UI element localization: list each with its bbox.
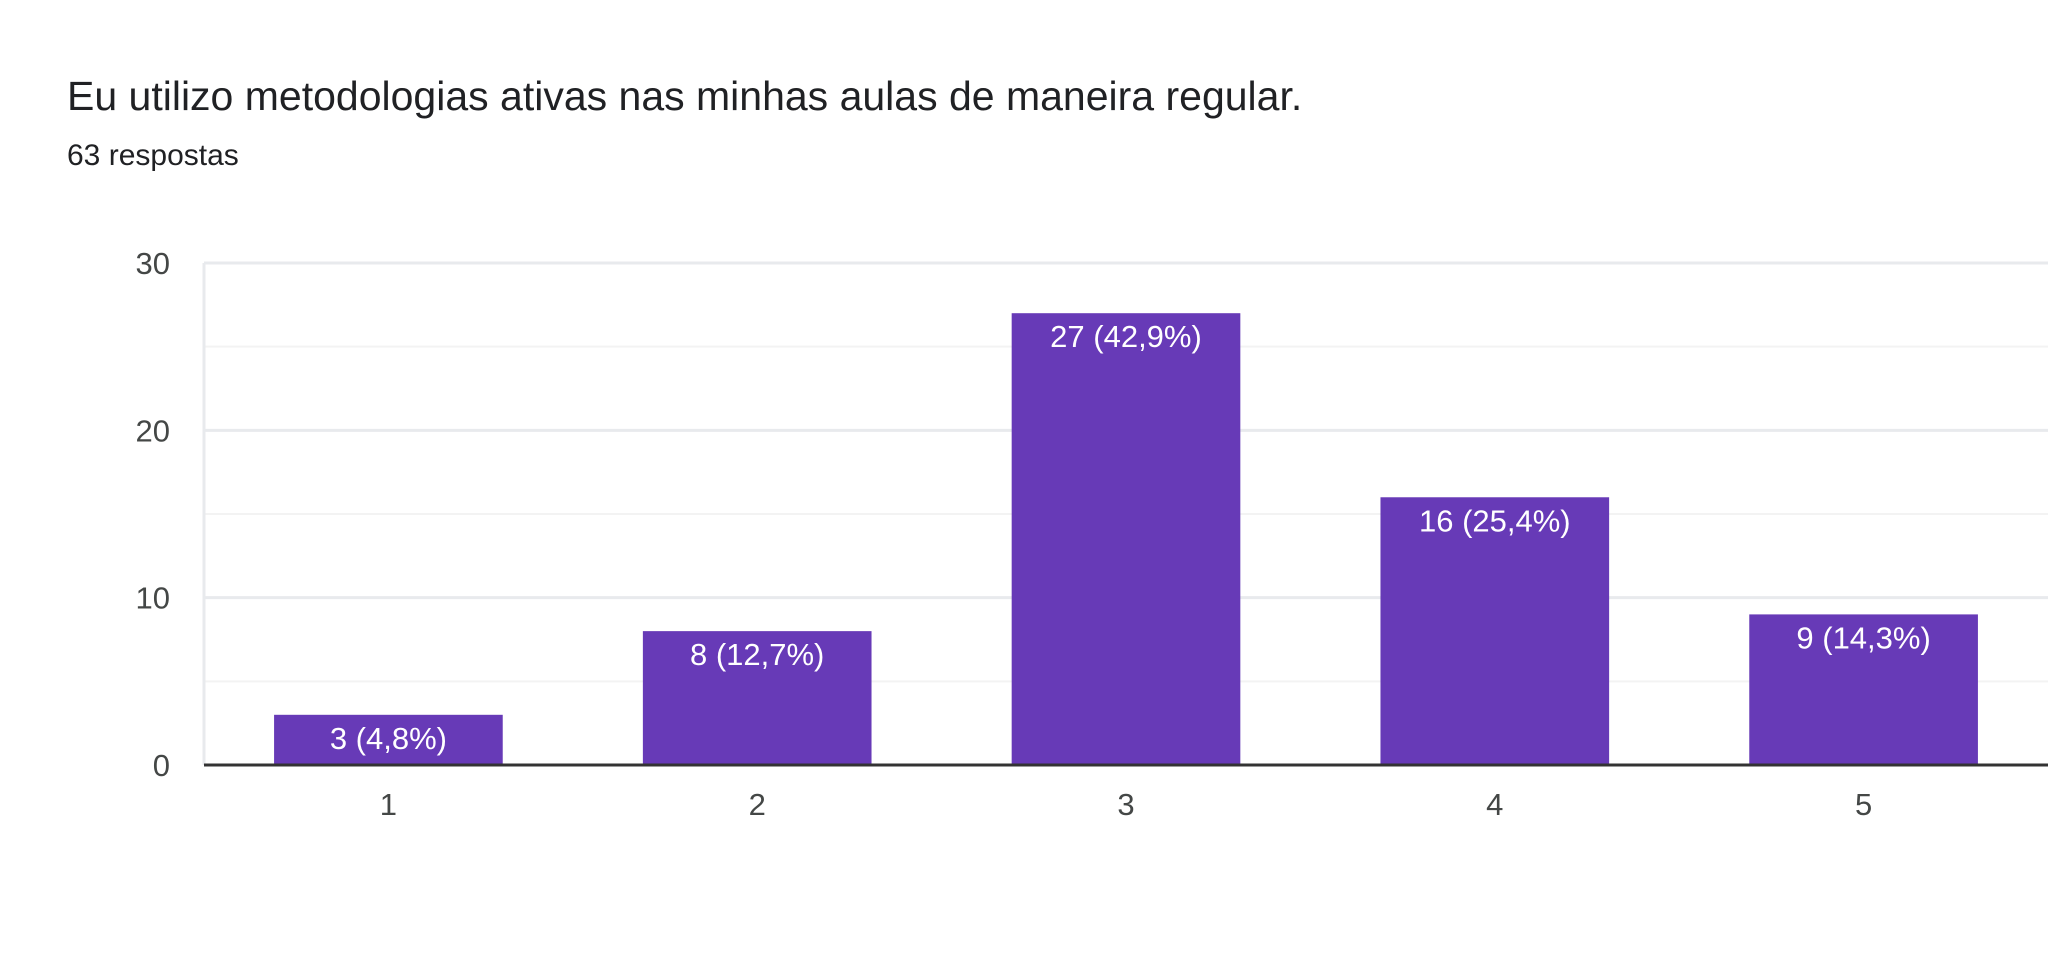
y-tick-label: 0 xyxy=(153,748,170,783)
bar-value-label: 3 (4,8%) xyxy=(330,721,447,756)
y-tick-label: 20 xyxy=(136,413,170,448)
y-tick-label: 10 xyxy=(136,581,170,616)
data-labels: 3 (4,8%) 8 (12,7%) 27 (42,9%) 16 (25,4%) 9 (… xyxy=(330,319,1931,756)
bars xyxy=(274,313,1978,765)
y-tick-label: 30 xyxy=(136,246,170,281)
bar xyxy=(274,714,503,765)
bar-value-label: 27 (42,9%) xyxy=(1050,319,1202,354)
bar xyxy=(642,631,872,765)
bar xyxy=(1380,497,1610,765)
x-tick-label: 2 xyxy=(749,787,766,822)
bar-value-label: 8 (12,7%) xyxy=(690,637,824,672)
bar-value-label: 9 (14,3%) xyxy=(1796,620,1930,655)
response-count: 63 respostas xyxy=(67,139,239,172)
bar-value-label: 16 (25,4%) xyxy=(1419,503,1571,538)
x-tick-label: 3 xyxy=(1117,787,1134,822)
bar xyxy=(1749,614,1978,765)
chart-title: Eu utilizo metodologias ativas nas minha… xyxy=(67,73,1303,119)
x-axis-ticks: 1 2 3 4 5 xyxy=(380,787,1872,822)
y-axis-ticks: 0 10 20 30 xyxy=(136,246,170,783)
x-tick-label: 5 xyxy=(1855,787,1872,822)
bar xyxy=(1011,313,1241,765)
x-tick-label: 1 xyxy=(380,787,397,822)
x-tick-label: 4 xyxy=(1486,787,1503,822)
